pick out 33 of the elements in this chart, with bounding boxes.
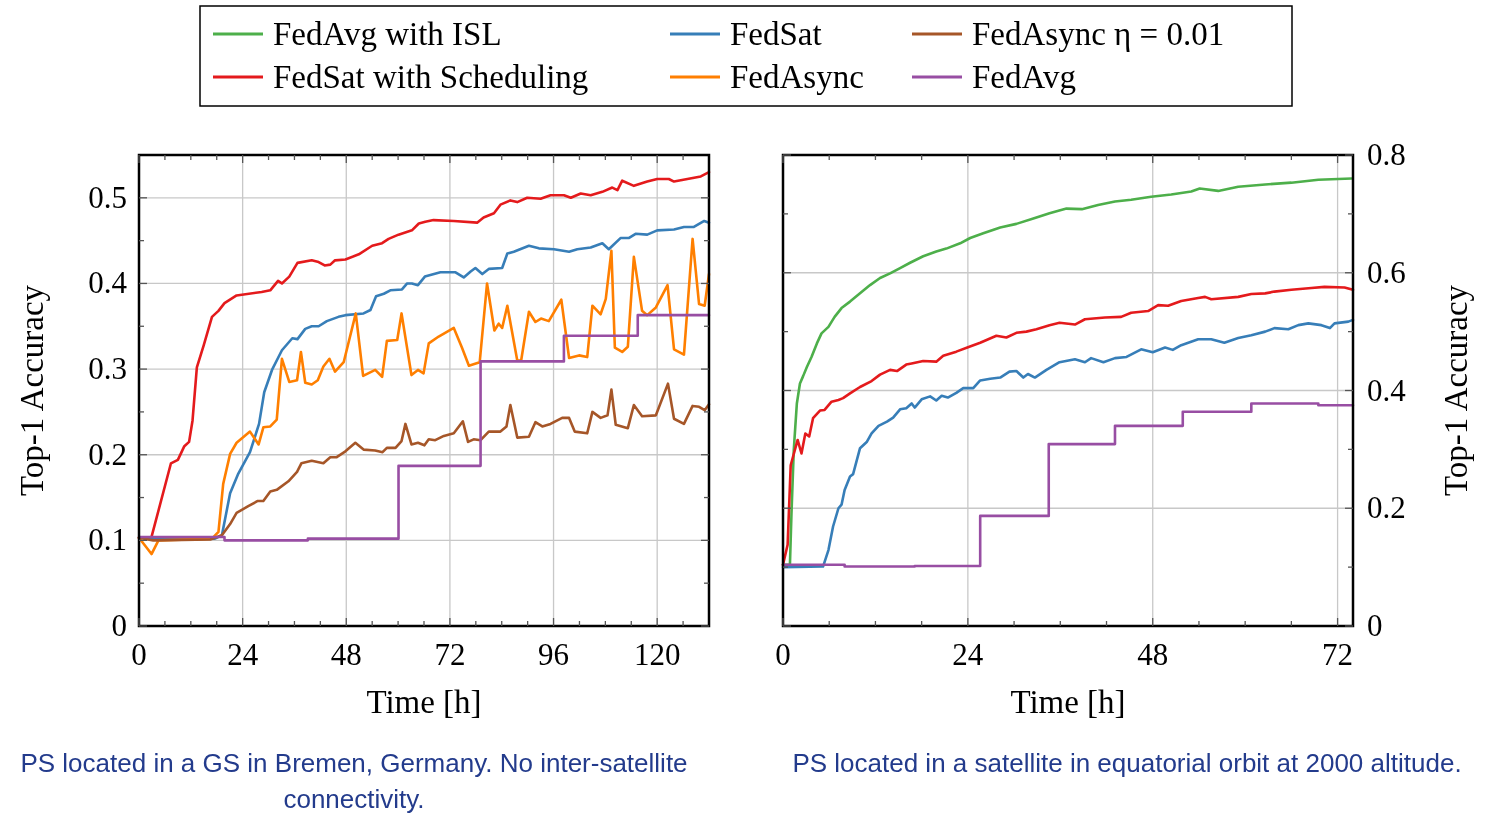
- x-tick-label: 72: [1322, 637, 1354, 672]
- legend-label: FedAsync: [730, 59, 864, 95]
- y-tick-label: 0.3: [88, 351, 127, 387]
- y2-axis-title: Top-1 Accuracy: [1438, 284, 1474, 497]
- x-tick-label: 72: [434, 637, 466, 672]
- x-tick-label: 120: [633, 637, 681, 672]
- y-tick-label: 0.1: [88, 522, 127, 558]
- x-tick-label: 96: [538, 637, 570, 672]
- y2-tick-label: 0: [1367, 608, 1383, 643]
- line-series: [137, 382, 711, 542]
- legend-label: FedAvg with ISL: [273, 16, 502, 52]
- text: PS located in a GS in Bremen, Germany. No inter-satellite connectivity.: [20, 748, 688, 814]
- x-tick-label: 24: [952, 637, 984, 672]
- y-tick-label: 0: [111, 608, 127, 643]
- y2-tick-label: 0.8: [1367, 137, 1406, 172]
- y-tick-label: 0.2: [88, 436, 127, 472]
- legend-label: FedAsync η = 0.01: [972, 16, 1225, 52]
- legend-label: FedSat with Scheduling: [273, 59, 589, 95]
- x-tick-label: 48: [330, 637, 362, 672]
- y-tick-label: 0.4: [88, 265, 128, 301]
- legend-label: FedAvg: [972, 59, 1076, 95]
- y2-tick-label: 0.2: [1367, 490, 1406, 526]
- x-axis-title: Time [h]: [366, 684, 482, 720]
- y2-tick-label: 0.6: [1367, 254, 1406, 290]
- y2-tick-label: 0.4: [1367, 372, 1407, 408]
- x-tick-label: 24: [227, 637, 259, 672]
- y-tick-label: 0.5: [88, 179, 127, 215]
- legend-label: FedSat: [730, 16, 822, 52]
- x-tick-label: 0: [775, 637, 791, 672]
- x-axis-title: Time [h]: [1010, 684, 1126, 720]
- y-axis-title: Top-1 Accuracy: [14, 284, 50, 497]
- text: PS located in a satellite in equatorial orbit at 2000 altitude.: [792, 748, 1462, 778]
- x-tick-label: 48: [1137, 637, 1169, 672]
